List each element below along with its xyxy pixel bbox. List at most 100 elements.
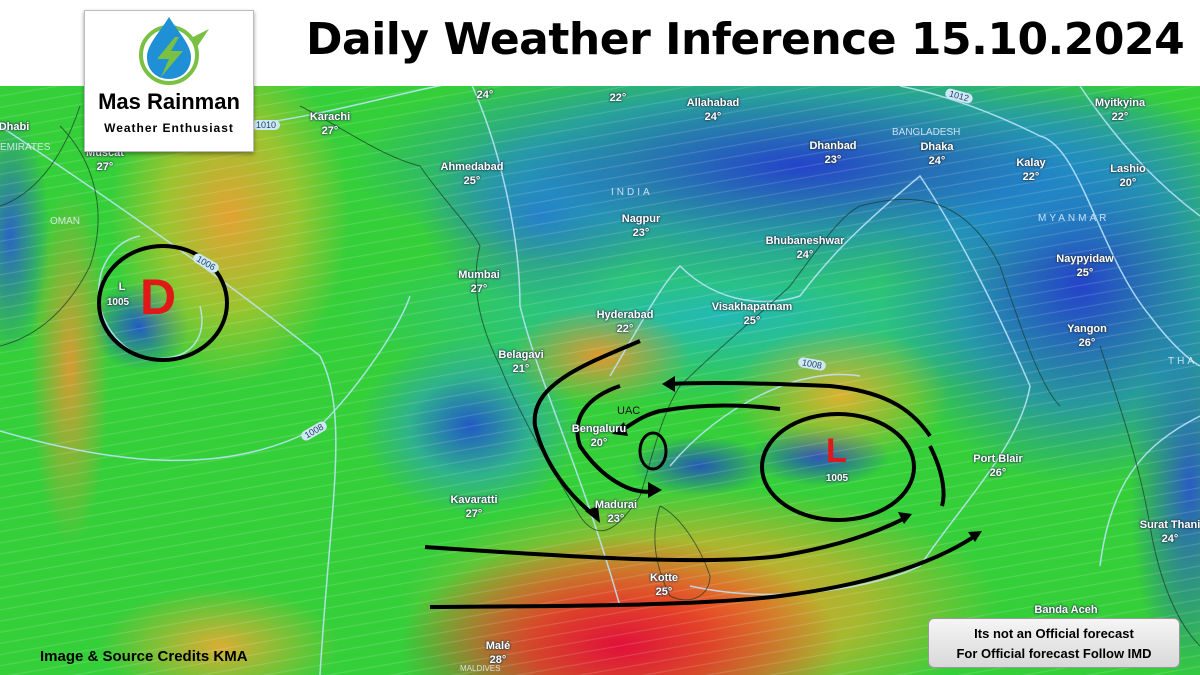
coastline (0, 105, 99, 347)
coastlines (0, 105, 1200, 647)
city-label: Lashio 20° (1110, 162, 1145, 190)
city-label: Mumbai 27° (458, 268, 500, 296)
city-name: Port Blair (973, 453, 1023, 465)
disclaimer-line: For Official forecast Follow IMD (956, 646, 1152, 661)
city-temp: 28° (489, 654, 507, 666)
city-name: Belagavi (498, 349, 544, 361)
city-temp: 27° (465, 508, 483, 520)
uac-label: UAC (617, 405, 641, 417)
low-circle (760, 412, 916, 522)
city-temp: 24° (476, 89, 494, 101)
city-temp: 22° (1111, 111, 1129, 123)
flow-arrow (424, 516, 906, 563)
country-label: EMIRATES (0, 142, 51, 153)
city-name: Naypyidaw (1056, 253, 1114, 265)
flow-arrow (429, 534, 977, 609)
city-label: Surat Thani 24° (1140, 518, 1200, 546)
wind-streamlines (0, 86, 1200, 675)
coastline (654, 505, 711, 601)
depression-circle (97, 244, 229, 362)
isobar-line (899, 86, 1200, 367)
city-name: Mumbai (458, 269, 500, 281)
city-name: Myitkyina (1094, 97, 1146, 109)
city-label: Kavaratti 27° (450, 493, 497, 521)
arrowhead (898, 512, 912, 524)
city-temp: 23° (607, 513, 625, 525)
city-label: Myitkyina 22° (1095, 96, 1145, 124)
isobar-line (0, 125, 337, 675)
isobar-line (1099, 415, 1200, 567)
city-label: Port Blair 26° (973, 452, 1023, 480)
city-name: Malé (485, 640, 511, 652)
city-label: Bhubaneshwar 24° (766, 234, 845, 262)
flow-arrow (532, 339, 641, 518)
low-marker: L (826, 432, 847, 470)
city-temp: 25° (655, 586, 673, 598)
depression-pressure-letter: L (118, 281, 126, 293)
city-temp: 27° (470, 283, 488, 295)
arrowhead (648, 482, 662, 498)
city-name: Bhubaneshwar (765, 235, 845, 247)
city-label: Malé 28° (486, 639, 510, 667)
city-label: Naypyidaw 25° (1056, 252, 1113, 280)
isobar-line (609, 174, 1031, 596)
city-name: Bengaluru (571, 423, 627, 435)
city-label: Dhabi (0, 120, 29, 134)
flow-arrow (619, 403, 781, 433)
city-name: Madurai (594, 499, 638, 511)
isobar-line (0, 295, 411, 462)
city-name: Dhabi (0, 121, 30, 133)
city-temp: 21° (512, 363, 530, 375)
logo-tagline: Weather Enthusiast (104, 121, 234, 135)
page-title: Daily Weather Inference 15.10.2024 (306, 14, 1185, 65)
city-temp: 25° (743, 315, 761, 327)
logo: Mas Rainman Weather Enthusiast (84, 10, 254, 152)
country-label: MALDIVES (460, 664, 501, 673)
city-label: Allahabad 24° (687, 96, 740, 124)
city-name: Allahabad (686, 97, 740, 109)
arrowhead (612, 422, 628, 436)
city-name: Kotte (649, 572, 679, 584)
city-label: Karachi 27° (310, 110, 350, 138)
city-temp: 25° (463, 175, 481, 187)
city-name: Yangon (1067, 323, 1107, 335)
city-label: Nagpur 23° (622, 212, 661, 240)
image-credits: Image & Source Credits KMA (40, 648, 248, 665)
city-temp: 25° (1076, 267, 1094, 279)
isobar-label: 1010 (252, 120, 281, 130)
city-temp: 24° (1161, 533, 1179, 545)
city-name: Hyderabad (596, 309, 654, 321)
city-temp: 24° (704, 111, 722, 123)
annotation-layer (97, 244, 977, 609)
logo-name: Mas Rainman (98, 89, 240, 114)
city-temp: 22° (1022, 171, 1040, 183)
city-temp: 26° (1078, 337, 1096, 349)
country-label: INDIA (611, 187, 653, 198)
city-label: Hyderabad 22° (597, 308, 654, 336)
city-name: Nagpur (621, 213, 661, 225)
city-label: Visakhapatnam 25° (712, 300, 793, 328)
disclaimer-box: Its not an Official forecast For Officia… (928, 618, 1180, 668)
isobar-line (239, 86, 621, 607)
city-temp: 23° (632, 227, 650, 239)
city-name: Kalay (1016, 157, 1046, 169)
disclaimer-line: Its not an Official forecast (974, 626, 1134, 641)
city-label: Belagavi 21° (498, 348, 543, 376)
uac-circle (638, 431, 668, 471)
city-name: Visakhapatnam (711, 301, 793, 313)
city-label: Banda Aceh (1034, 603, 1097, 617)
arrowhead (968, 531, 982, 542)
city-name: Dhaka (920, 141, 954, 153)
low-pressure: 1005 (825, 473, 849, 484)
city-label: 22° (610, 91, 627, 105)
depression-marker: D (140, 269, 177, 325)
coastline (299, 105, 1061, 532)
city-name: Ahmedabad (440, 161, 504, 173)
city-label: Ahmedabad 25° (441, 160, 504, 188)
city-temp: 22° (616, 323, 634, 335)
city-temp: 22° (609, 92, 627, 104)
city-name: Dhanbad (809, 140, 857, 152)
map-overlay (0, 86, 1200, 675)
city-label: Madurai 23° (595, 498, 637, 526)
city-temp: 24° (928, 155, 946, 167)
